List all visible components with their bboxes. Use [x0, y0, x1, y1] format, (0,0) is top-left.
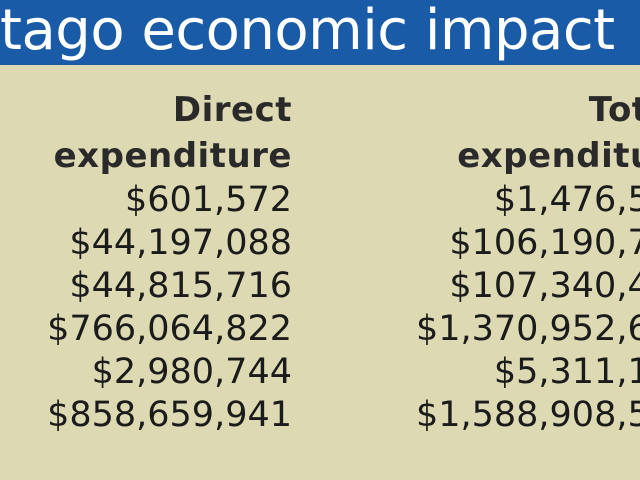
table-cell: $858,659,941 [47, 395, 292, 435]
table-cell: $106,190,78 [449, 223, 640, 263]
table-cell: $44,197,088 [69, 223, 292, 263]
column-header-line: expenditur [457, 136, 640, 176]
table-cell: $107,340,43 [449, 266, 640, 306]
column-header-line: Direct [172, 90, 292, 130]
table-cell: $5,311,16 [493, 352, 640, 392]
table-cell: $2,980,744 [91, 352, 292, 392]
column-header-line: expenditure [53, 136, 292, 176]
impact-table: Direct expenditure $601,572 $44,197,088 … [0, 65, 640, 480]
title-banner: tago economic impact [0, 0, 640, 65]
table-title: tago economic impact [0, 0, 615, 63]
table-cell: $1,588,908,54 [415, 395, 640, 435]
table-cell: $601,572 [124, 180, 292, 220]
table-cell: $766,064,822 [47, 309, 292, 349]
table-cell: $1,476,50 [493, 180, 640, 220]
total-expenditure-column: Tota expenditur $1,476,50 $106,190,78 $1… [416, 87, 640, 437]
table-cell: $1,370,952,66 [415, 309, 640, 349]
direct-expenditure-column: Direct expenditure $601,572 $44,197,088 … [47, 87, 292, 437]
table-cell: $44,815,716 [69, 266, 292, 306]
column-header-line: Tota [588, 90, 640, 130]
